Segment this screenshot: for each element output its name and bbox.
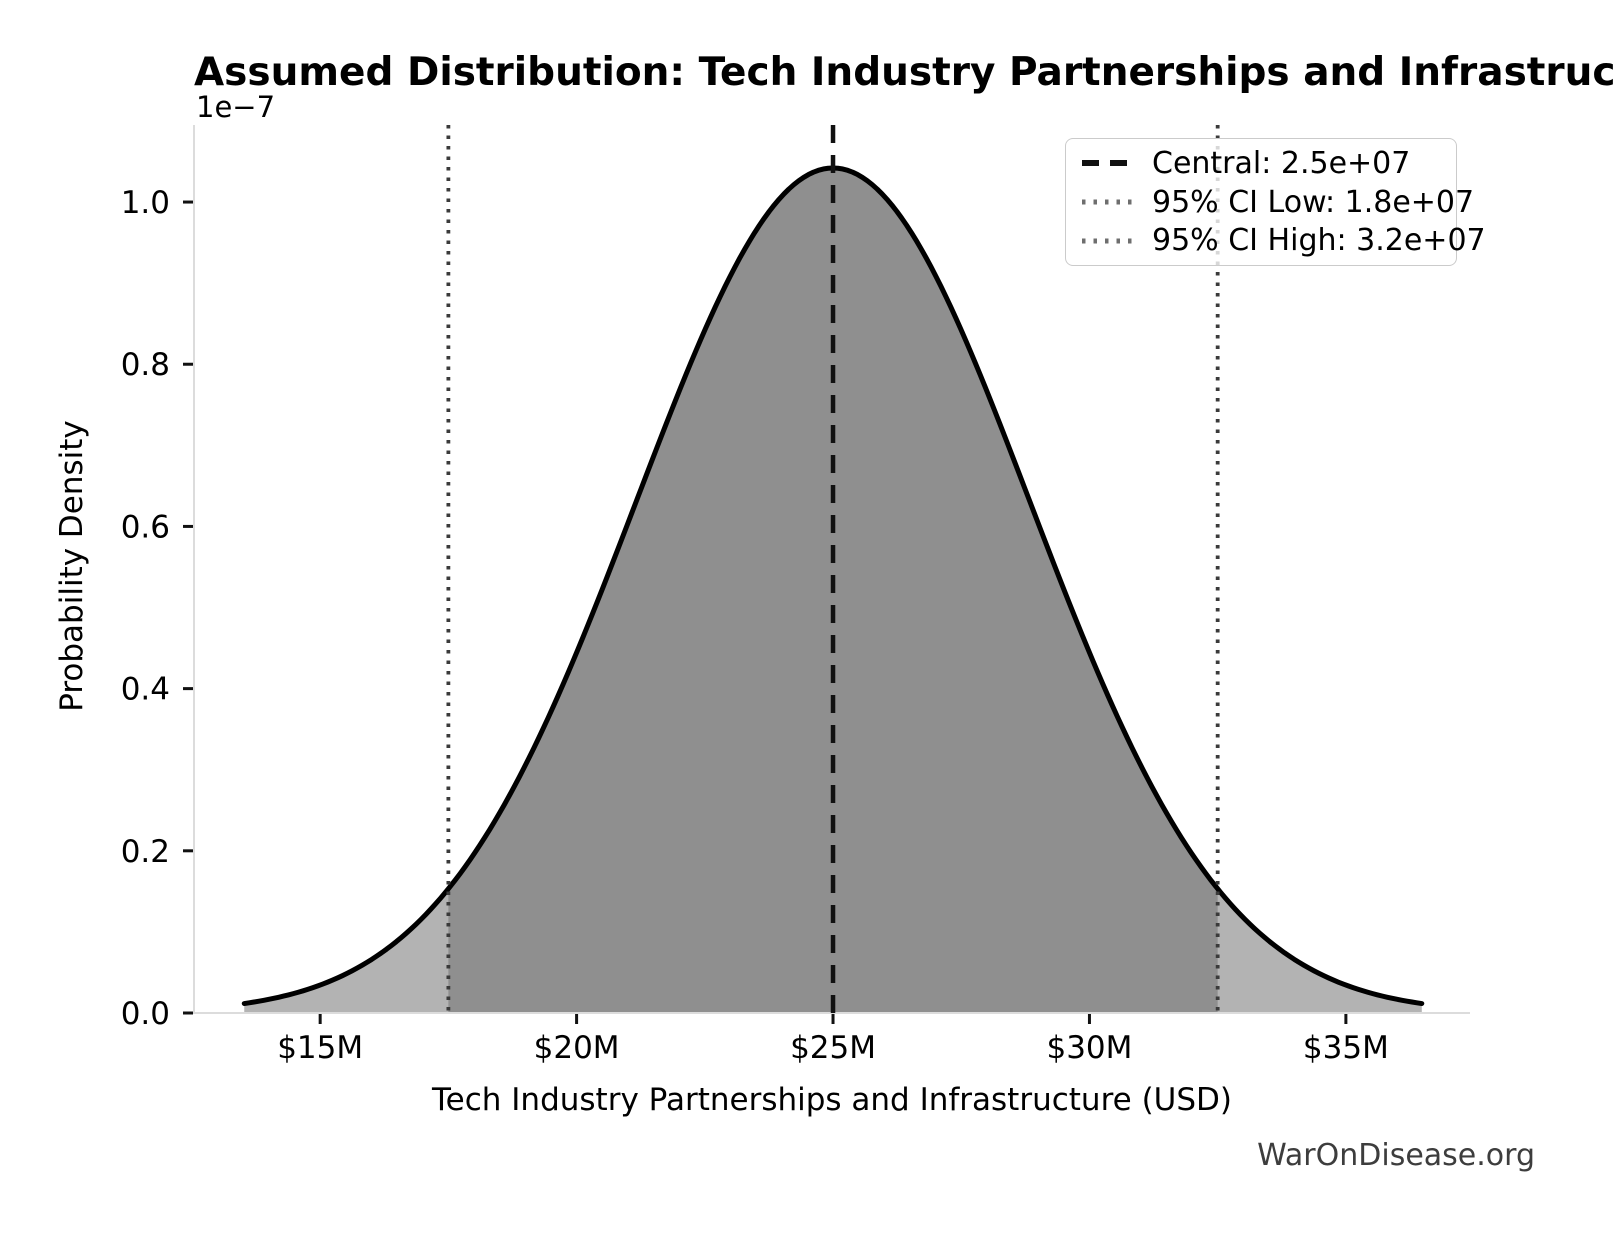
legend-item-ci-high: 95% CI High: 3.2e+07 <box>1080 222 1486 259</box>
y-tick-label: 0.8 <box>121 347 170 383</box>
y-axis-offset-label: 1e−7 <box>196 90 276 124</box>
dashed-line-icon <box>1082 160 1136 167</box>
legend-item-central: Central: 2.5e+07 <box>1080 145 1442 182</box>
x-tick-label: $20M <box>534 1030 620 1066</box>
x-tick-label: $30M <box>1046 1030 1132 1066</box>
watermark: WarOnDisease.org <box>1257 1138 1535 1173</box>
y-tick-label: 0.0 <box>121 996 170 1032</box>
y-tick-label: 0.2 <box>121 834 170 870</box>
dotted-line-icon <box>1082 199 1136 205</box>
legend-label: 95% CI Low: 1.8e+07 <box>1152 184 1475 220</box>
x-axis-label: Tech Industry Partnerships and Infrastru… <box>432 1082 1232 1118</box>
x-tick-label: $25M <box>790 1030 876 1066</box>
chart-title: Assumed Distribution: Tech Industry Part… <box>194 50 1614 95</box>
legend-item-ci-low: 95% CI Low: 1.8e+07 <box>1080 184 1474 221</box>
x-tick-label: $35M <box>1303 1030 1389 1066</box>
dotted-line-icon <box>1082 238 1136 244</box>
y-tick-label: 1.0 <box>121 185 170 221</box>
legend-label: Central: 2.5e+07 <box>1152 145 1411 181</box>
legend-label: 95% CI High: 3.2e+07 <box>1152 223 1486 259</box>
x-tick-label: $15M <box>277 1030 363 1066</box>
y-axis-label: Probability Density <box>54 420 90 712</box>
y-tick-label: 0.6 <box>121 509 170 545</box>
legend: Central: 2.5e+07 95% CI Low: 1.8e+07 95%… <box>1065 138 1486 266</box>
y-tick-label: 0.4 <box>121 672 170 708</box>
